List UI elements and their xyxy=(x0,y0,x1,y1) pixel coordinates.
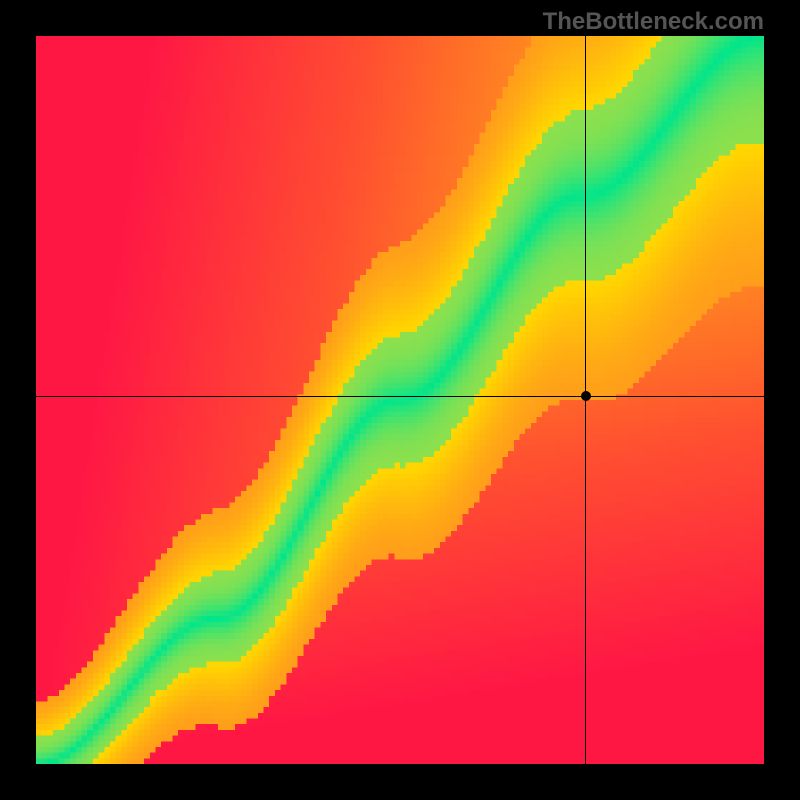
chart-container: { "source_watermark": { "text": "TheBott… xyxy=(0,0,800,800)
crosshair-marker xyxy=(581,391,591,401)
source-watermark: TheBottleneck.com xyxy=(543,8,764,36)
bottleneck-heatmap xyxy=(36,36,764,764)
crosshair-horizontal xyxy=(36,396,764,398)
